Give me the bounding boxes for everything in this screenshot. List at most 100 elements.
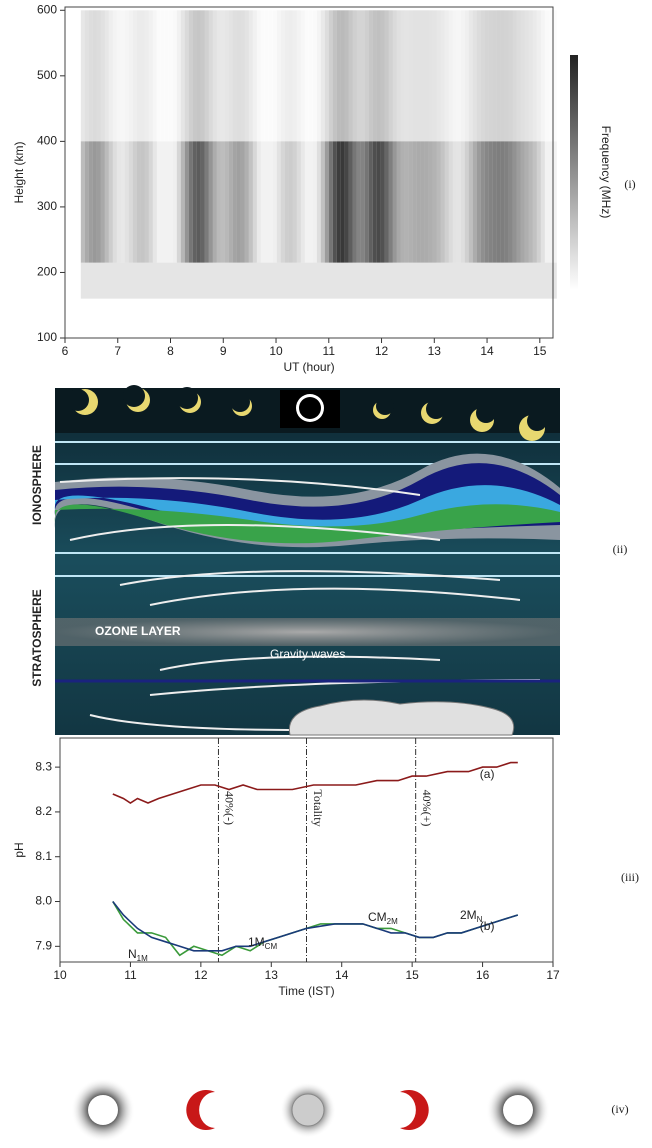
heat-cell [208, 141, 213, 263]
y-tick-label: 200 [37, 265, 57, 279]
heat-cell [536, 10, 541, 142]
heat-cell [168, 141, 173, 263]
heat-cell [456, 141, 461, 263]
heat-cell [520, 262, 525, 299]
event-label: 40%(+) [420, 790, 434, 827]
heat-cell [88, 262, 93, 299]
heat-cell [204, 141, 209, 263]
series-line [112, 901, 519, 952]
heat-cell [80, 141, 85, 263]
heat-cell [344, 10, 349, 142]
heat-cell [408, 141, 413, 263]
heat-cell [88, 141, 93, 263]
heat-cell [172, 262, 177, 299]
heat-cell [552, 141, 557, 263]
heat-cell [540, 262, 545, 299]
heat-cell [224, 10, 229, 142]
heat-cell [312, 262, 317, 299]
heat-cell [108, 141, 113, 263]
x-tick-label: 15 [405, 968, 419, 982]
stratosphere-label: STRATOSPHERE [30, 589, 44, 687]
heat-cell [340, 141, 345, 263]
heat-cell [392, 141, 397, 263]
heat-cell [376, 141, 381, 263]
heat-cell [280, 262, 285, 299]
heat-cell [300, 141, 305, 263]
heat-cell [261, 10, 265, 141]
heat-cell [544, 141, 549, 263]
heat-cell [320, 10, 325, 142]
heat-cell [453, 10, 457, 141]
heat-cell [153, 10, 157, 141]
heat-cell [304, 262, 309, 299]
heat-cell [168, 262, 173, 299]
heat-cell [184, 141, 189, 263]
heat-cell [224, 262, 229, 299]
heat-cell [80, 10, 85, 142]
heat-cell [300, 262, 305, 299]
heat-cell [128, 10, 133, 142]
heat-cell [340, 10, 345, 142]
heat-cell [268, 262, 273, 299]
heat-cell [165, 10, 169, 141]
heat-cell [544, 262, 549, 299]
heat-cell [128, 141, 133, 263]
heat-cell [176, 141, 181, 263]
annotation-main: CM [368, 910, 387, 924]
heat-cell [476, 141, 481, 263]
annotation: CM2M [368, 910, 398, 926]
heat-cell [472, 262, 477, 299]
cloud [288, 699, 515, 736]
heat-cell [388, 141, 393, 263]
heat-cell [173, 10, 177, 141]
y-tick-label: 300 [37, 199, 57, 213]
heat-cell [548, 141, 553, 263]
heat-cell [244, 141, 249, 263]
heat-cell [508, 10, 513, 142]
heat-cell [232, 141, 237, 263]
heat-cell [356, 262, 361, 299]
heat-cell [368, 10, 373, 142]
heat-cell [548, 262, 553, 299]
heat-cell [216, 141, 221, 263]
ionosphere-green [54, 504, 560, 544]
heat-cell [476, 262, 481, 299]
heat-cell [496, 141, 501, 263]
heat-cell [524, 10, 529, 142]
heat-cell [372, 262, 377, 299]
heat-cell [148, 141, 153, 263]
heat-cell [396, 141, 401, 263]
heat-cell [84, 10, 89, 142]
x-axis-title: Time (IST) [278, 984, 334, 998]
x-tick-label: 12 [375, 344, 389, 358]
heat-cell [404, 262, 409, 299]
heat-cell [424, 10, 429, 142]
heat-cell [188, 262, 193, 299]
heat-cell [360, 10, 365, 142]
heat-cell [117, 10, 121, 141]
heat-cell [180, 10, 185, 142]
heat-cell [121, 10, 125, 141]
heat-cell [136, 141, 141, 263]
heat-cell [376, 262, 381, 299]
annotation: N1M [128, 947, 148, 963]
heat-cell [313, 10, 317, 141]
heat-cell [276, 141, 281, 263]
heat-cell [92, 141, 97, 263]
y-axis-title: Height (km) [12, 141, 26, 203]
annotation-sub: N [477, 915, 483, 924]
heat-cell [332, 262, 337, 299]
heat-cell [236, 10, 241, 142]
heat-cell [540, 10, 545, 142]
heat-cell [188, 10, 193, 142]
heat-cell [280, 141, 285, 263]
heat-cell [396, 10, 401, 142]
panel-label: (i) [624, 177, 635, 191]
heat-cell [532, 262, 537, 299]
event-label: 40%(-) [223, 791, 237, 825]
heat-cell [484, 141, 489, 263]
heat-cell [396, 262, 401, 299]
heat-cell [340, 262, 345, 299]
y-axis-title: pH [12, 842, 26, 857]
